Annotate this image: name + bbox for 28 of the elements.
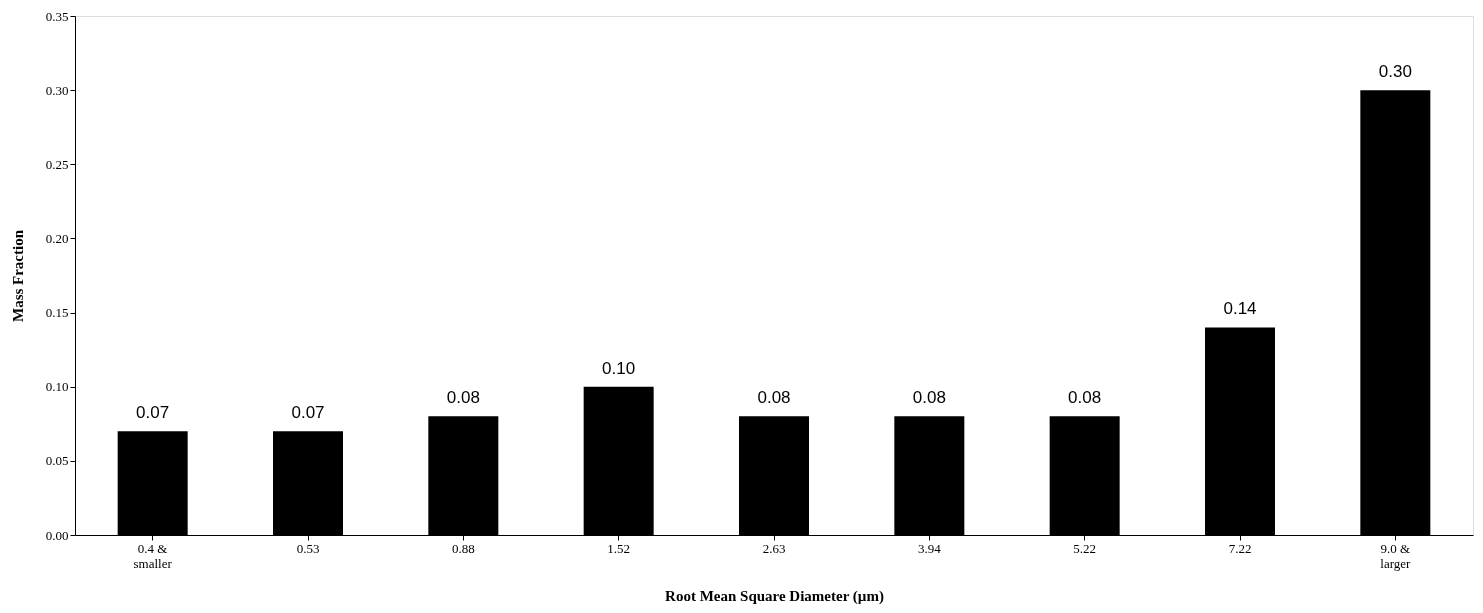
data-label: 0.30 <box>1378 62 1412 82</box>
x-tick-label: 3.94 <box>917 540 942 556</box>
y-tick-label: 0.10 <box>45 379 69 395</box>
x-tick-label: 1.52 <box>607 540 631 556</box>
y-tick-label: 0.05 <box>45 453 69 469</box>
x-tick-label: 0.4 & smaller <box>133 540 173 571</box>
x-tick-label: 0.53 <box>296 540 320 556</box>
data-label: 0.14 <box>1223 299 1257 319</box>
data-label: 0.07 <box>291 403 325 423</box>
y-tick-label: 0.15 <box>45 305 69 321</box>
x-tick-label: 5.22 <box>1073 540 1097 556</box>
x-tick-label: 7.22 <box>1228 540 1252 556</box>
y-tick-label: 0.00 <box>45 527 69 543</box>
data-label: 0.08 <box>757 388 791 408</box>
y-tick-label: 0.30 <box>45 82 69 98</box>
x-tick-label: 0.88 <box>451 540 475 556</box>
data-label: 0.07 <box>136 403 170 423</box>
x-tick-label: 9.0 & larger <box>1380 540 1412 571</box>
data-label: 0.08 <box>1068 388 1102 408</box>
data-label: 0.08 <box>446 388 480 408</box>
y-axis-title: Mass Fraction <box>9 229 26 323</box>
y-tick-label: 0.20 <box>45 230 69 246</box>
y-tick-label: 0.25 <box>45 156 69 172</box>
x-tick-label: 2.63 <box>762 540 786 556</box>
y-tick-label: 0.35 <box>45 8 69 24</box>
x-axis-title: Root Mean Square Diameter (µm) <box>665 587 884 605</box>
data-label: 0.08 <box>912 388 946 408</box>
data-label: 0.10 <box>602 358 636 378</box>
